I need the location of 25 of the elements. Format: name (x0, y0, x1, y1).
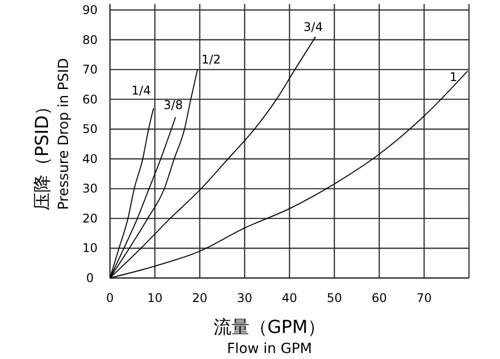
x-tick-label: 30 (236, 291, 252, 305)
x-tick-label: 20 (192, 291, 208, 305)
y-tick-label: 0 (86, 271, 94, 285)
x-tick-label: 10 (147, 291, 163, 305)
x-axis-title: 流量（GPM） Flow in GPM (213, 317, 326, 357)
x-tick-label: 0 (106, 291, 114, 305)
series-label: 3/4 (304, 20, 323, 34)
x-tick-label: 40 (282, 291, 298, 305)
y-tick-label: 80 (82, 32, 98, 47)
series-label: 1/4 (132, 83, 151, 98)
y-tick-label: 10 (82, 241, 98, 256)
series-label: 1/2 (202, 52, 221, 67)
y-tick-label: 40 (82, 152, 98, 166)
x-tick-label: 50 (326, 291, 342, 305)
y-tick-label: 20 (82, 211, 98, 226)
y-tick-label: 60 (82, 92, 98, 106)
x-tick-label: 70 (416, 291, 432, 305)
y-axis-title: 压降（PSID） Pressure Drop in PSID (32, 58, 72, 211)
y-tick-label: 70 (82, 62, 98, 77)
y-tick-label: 50 (82, 122, 98, 136)
y-tick-label: 90 (82, 3, 98, 17)
x-tick-label: 60 (372, 291, 387, 305)
series-label: 1 (450, 70, 458, 84)
series-label: 3/8 (164, 98, 183, 112)
y-tick-label: 30 (82, 182, 98, 196)
